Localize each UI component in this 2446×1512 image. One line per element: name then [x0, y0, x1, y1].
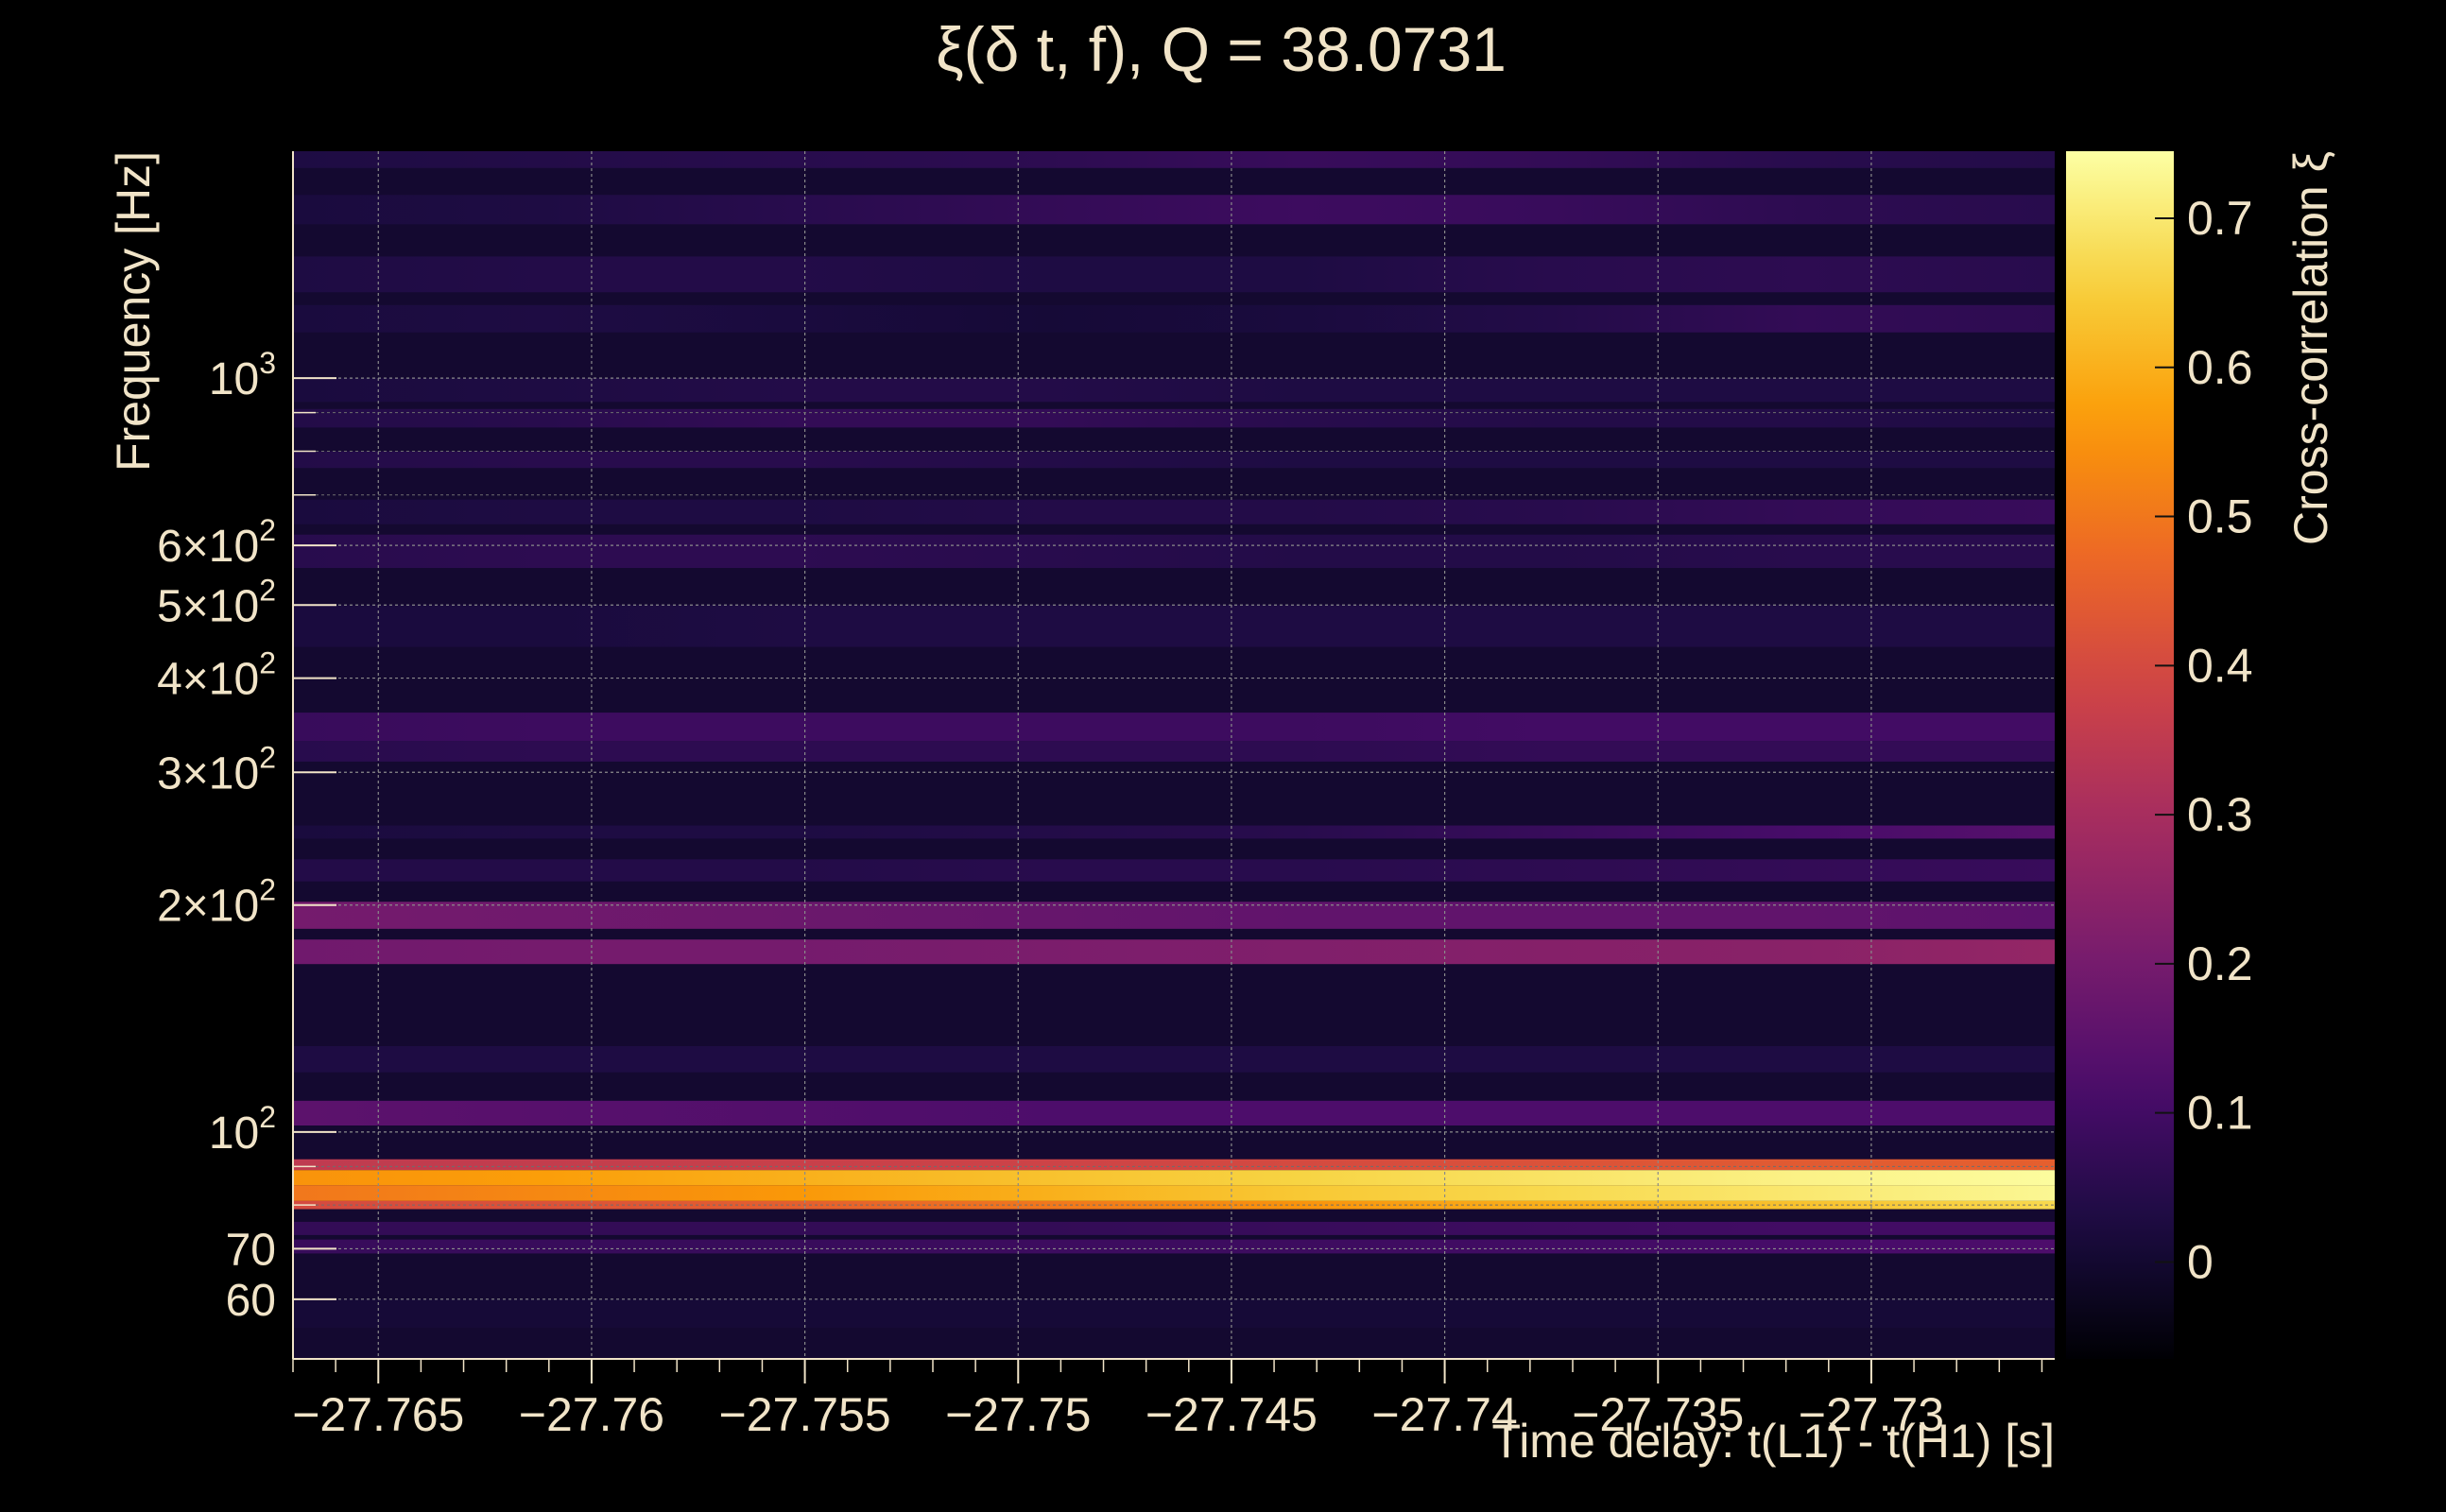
y-tick-label-base: 5×10: [157, 581, 259, 631]
y-tick-label-exponent: 2: [259, 513, 276, 547]
y-tick-label-base: 6×10: [157, 522, 259, 572]
y-tick-label-exponent: 2: [259, 1100, 276, 1134]
y-tick-label-exponent: 2: [259, 740, 276, 774]
y-tick-label: 103: [209, 346, 276, 404]
heatmap-band: [293, 151, 2055, 168]
y-tick-label: 70: [226, 1225, 276, 1275]
heatmap-band: [293, 713, 2055, 742]
grid-lines: [293, 151, 2055, 1359]
y-tick-label: 3×102: [157, 740, 276, 799]
heatmap-band: [293, 534, 2055, 569]
x-tick-label: −27.76: [519, 1388, 664, 1441]
y-tick-label-exponent: 2: [259, 573, 276, 607]
heatmap-band: [293, 408, 2055, 428]
y-tick-label-base: 10: [209, 1108, 259, 1159]
x-tick-label: −27.75: [945, 1388, 1091, 1441]
heatmap-band: [293, 1221, 2055, 1235]
heatmap-band: [293, 378, 2055, 403]
y-tick-label: 60: [226, 1276, 276, 1326]
y-tick-label: 4×102: [157, 646, 276, 705]
heatmap-band: [293, 195, 2055, 225]
y-tick-label-base: 10: [209, 354, 259, 404]
x-tick-label: −27.755: [719, 1388, 891, 1441]
x-tick-label: −27.735: [1572, 1388, 1744, 1441]
heatmap-band: [293, 741, 2055, 762]
x-tick-label: −27.74: [1371, 1388, 1517, 1441]
heatmap-band: [293, 304, 2055, 333]
colorbar-tick-label: 0.3: [2187, 788, 2253, 841]
y-tick-label-exponent: 3: [259, 346, 276, 380]
x-axis: −27.765 −27.76 −27.755 −27.75 −27.745 −27.74 −…: [292, 1358, 2055, 1441]
heatmap-band: [293, 825, 2055, 839]
heatmap-band: [293, 1239, 2055, 1254]
y-axis-label: Frequency [Hz]: [107, 151, 160, 472]
y-tick-label-exponent: 2: [259, 646, 276, 680]
heatmap-band: [293, 1045, 2055, 1073]
heatmap-band: [293, 902, 2055, 929]
heatmap-band: [293, 1170, 2055, 1186]
x-tick-label: −27.765: [292, 1388, 464, 1441]
heatmap-band: [293, 1298, 2055, 1328]
y-tick-label-base: 2×10: [157, 882, 259, 932]
y-tick-label: 6×102: [157, 513, 276, 572]
heatmap-band: [293, 1159, 2055, 1171]
colorbar-tick-label: 0.4: [2187, 639, 2253, 692]
y-tick-label: 102: [209, 1100, 276, 1159]
heatmap-cells: [293, 151, 2055, 1328]
x-tick-label: −27.73: [1799, 1388, 1944, 1441]
heatmap-band: [293, 605, 2055, 647]
colorbar-tick-label: 0.5: [2187, 490, 2253, 543]
y-tick-label-base: 3×10: [157, 748, 259, 799]
colorbar-tick-label: 0.7: [2187, 192, 2253, 245]
heatmap-band: [293, 499, 2055, 524]
plot-area: [293, 151, 2055, 1359]
colorbar-tick-label: 0.1: [2187, 1087, 2253, 1140]
heatmap-band: [293, 451, 2055, 469]
heatmap-band: [293, 1100, 2055, 1126]
x-tick-label: −27.745: [1145, 1388, 1318, 1441]
heatmap-band: [293, 939, 2055, 965]
heatmap-band: [293, 256, 2055, 293]
colorbar-tick-label: 0.2: [2187, 937, 2253, 990]
heatmap-band: [293, 859, 2055, 882]
y-tick-label: 2×102: [157, 873, 276, 932]
y-tick-label-base: 4×10: [157, 655, 259, 705]
colorbar-label: Cross-correlation ξ: [2284, 151, 2337, 545]
heatmap-band: [293, 1185, 2055, 1201]
y-tick-label-exponent: 2: [259, 873, 276, 907]
colorbar: 0 0.1 0.2 0.3 0.4 0.5 0.6 0.7: [2066, 151, 2253, 1359]
colorbar-tick-label: 0: [2187, 1235, 2213, 1288]
colorbar-tick-label: 0.6: [2187, 341, 2253, 394]
y-tick-label: 5×102: [157, 573, 276, 631]
chart-title: ξ(δ t, f), Q = 38.0731: [936, 14, 1507, 84]
colorbar-gradient: [2066, 151, 2174, 1359]
x-axis-label: Time delay: t(L1) - t(H1) [s]: [1492, 1415, 2055, 1468]
